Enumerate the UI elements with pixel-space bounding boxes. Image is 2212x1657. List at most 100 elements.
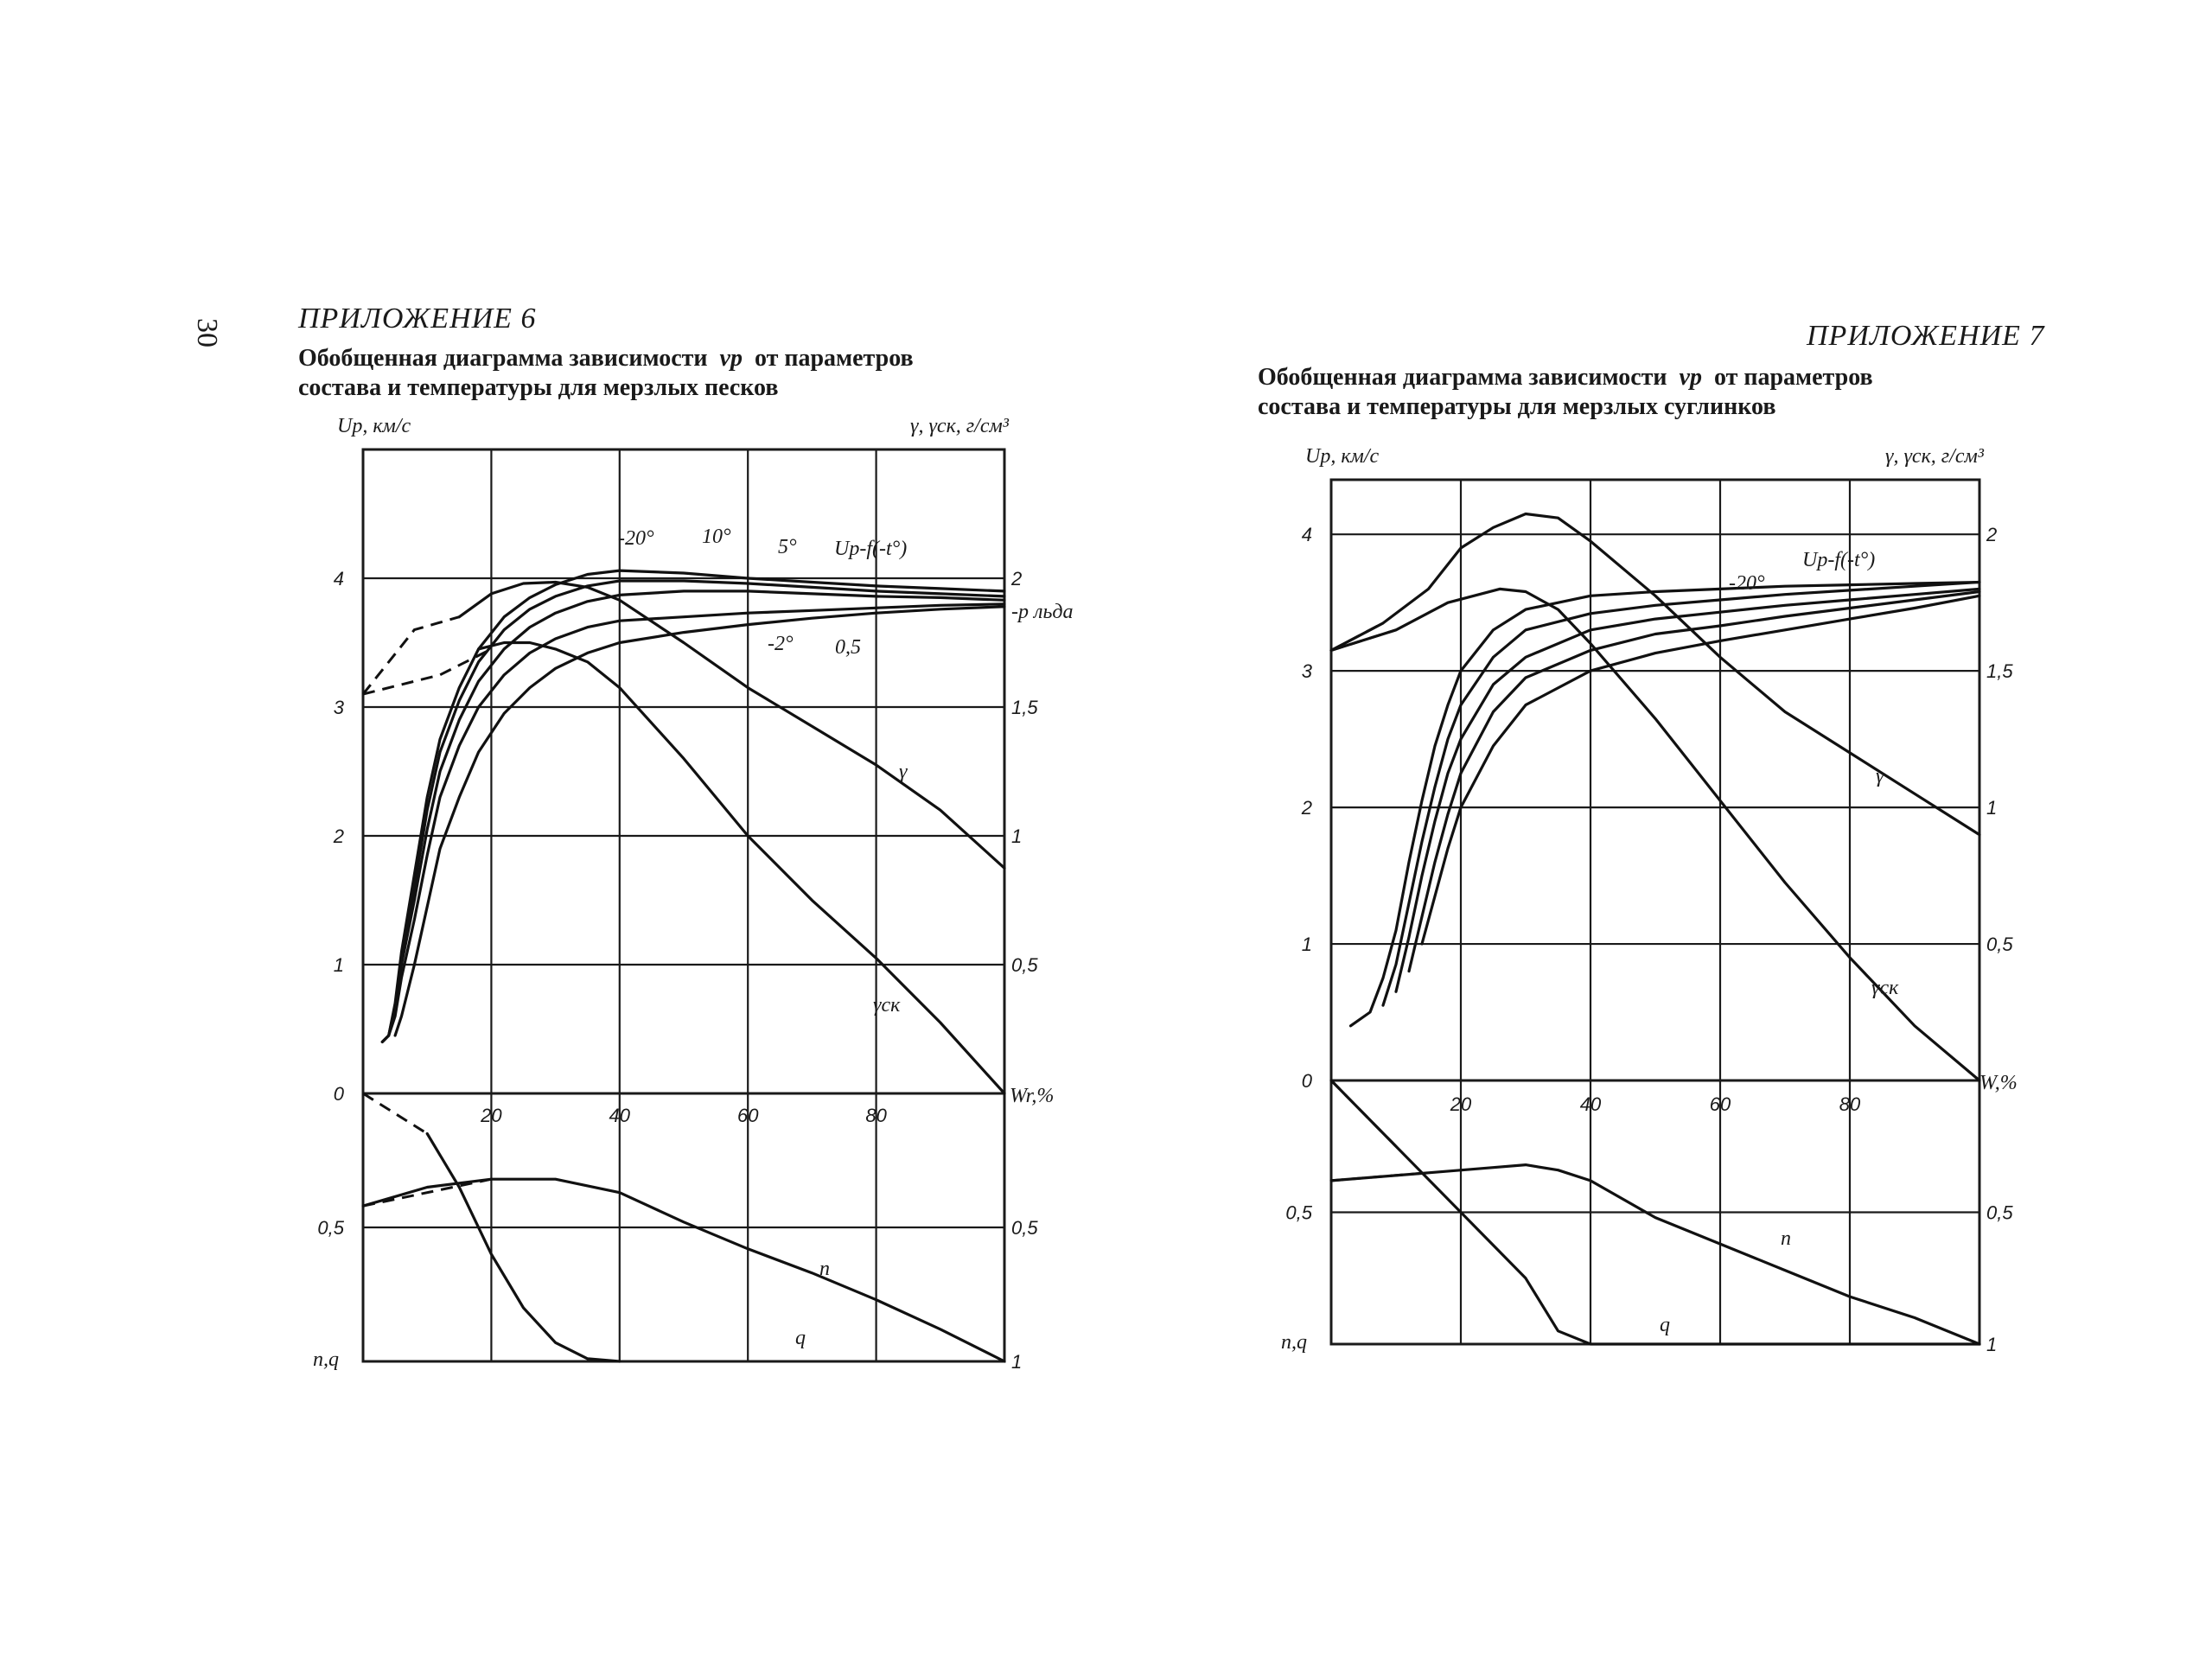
curve-annotation: q [795, 1327, 806, 1349]
appendix-7-title: Обобщенная диаграмма зависимости vp от пар… [1258, 363, 1873, 422]
dashed-connector [1330, 628, 1397, 652]
series-line-q [1329, 1079, 1981, 1346]
curve-annotation: 0,5 [835, 636, 861, 659]
x-tick-label: 40 [609, 1105, 631, 1126]
y-left-axis-label: Up, км/с [1305, 445, 1380, 468]
y-left-tick-label: 1 [334, 954, 344, 976]
series-line-5° [380, 590, 1006, 1043]
x-tick-label: 80 [865, 1105, 887, 1126]
curve-annotation: -20° [618, 527, 654, 550]
curve-annotation: q [1660, 1314, 1670, 1336]
lower-left-tick-label: 0,5 [317, 1217, 344, 1239]
title-line2: состава и температуры для мерзлых песков [298, 374, 779, 401]
curve-annotation: -p льда [1011, 601, 1074, 623]
x-tick-label: 60 [737, 1105, 759, 1126]
series-line--1° [1420, 594, 1981, 946]
y-right-tick-label: 2 [1010, 568, 1022, 590]
series-line-n [361, 1177, 1006, 1363]
series-line--20° [1348, 580, 1981, 1028]
y-left-tick-label: 4 [1302, 524, 1312, 545]
chart-panel-1 [361, 448, 1006, 1363]
series-line--2° [387, 602, 1006, 1037]
title-part2: от параметров [1713, 364, 1873, 391]
x-tick-label: 80 [1839, 1093, 1861, 1115]
lower-right-tick-label: 0,5 [1986, 1202, 2013, 1224]
dashed-connector [362, 647, 493, 696]
series-line-0,5 [393, 605, 1006, 1037]
y-left-tick-label: 2 [1301, 797, 1312, 819]
lower-axis-label: n,q [1281, 1331, 1307, 1354]
series-line-10° [380, 579, 1006, 1043]
lower-right-tick-label: 1 [1986, 1334, 1997, 1355]
plot-frame [1329, 478, 1981, 1346]
series-line--5° [1394, 587, 1981, 993]
series-line-γск [477, 640, 1006, 1095]
curve-annotation: Up-f(-t°) [834, 538, 907, 560]
dashed-connector [1330, 1171, 1429, 1182]
curve-annotation: -2° [768, 633, 794, 655]
y-left-tick-label: 2 [333, 825, 344, 847]
series-line--20° [380, 569, 1006, 1043]
dashed-connector [1330, 621, 1384, 652]
appendix-7-heading: ПРИЛОЖЕНИЕ 7 [1807, 320, 2045, 352]
chart-panel-2 [1329, 478, 1981, 1346]
title-line2: состава и температуры для мерзлых суглин… [1258, 393, 1776, 420]
y-left-tick-label: 0 [1302, 1070, 1313, 1092]
title-part1: Обобщенная диаграмма зависимости [298, 345, 708, 372]
title-part1: Обобщенная диаграмма зависимости [1258, 364, 1667, 391]
curve-annotation: γ [1876, 765, 1884, 787]
appendix-6-heading: ПРИЛОЖЕНИЕ 6 [298, 303, 537, 335]
y-right-axis-label: γ, γск, г/см³ [1885, 445, 1985, 468]
series-line--2° [1407, 590, 1981, 973]
lower-axis-label: n,q [313, 1348, 339, 1371]
lower-right-tick-label: 1 [1011, 1351, 1022, 1373]
title-part2: от параметров [754, 345, 914, 372]
curve-annotation: n [819, 1258, 830, 1280]
y-right-tick-label: 1,5 [1986, 660, 2013, 682]
curve-annotation: -20° [1729, 572, 1765, 595]
y-right-tick-label: 1 [1011, 825, 1022, 847]
curve-annotation: 5° [778, 536, 797, 558]
curve-annotation: γск [873, 994, 901, 1017]
series-line-γ [457, 580, 1006, 870]
y-left-tick-label: 1 [1302, 934, 1312, 955]
y-left-tick-label: 4 [334, 568, 344, 590]
y-left-tick-label: 3 [1302, 660, 1313, 682]
lower-right-tick-label: 0,5 [1011, 1217, 1038, 1239]
y-right-tick-label: 1,5 [1011, 697, 1038, 718]
y-right-axis-label: γ, γск, г/см³ [910, 415, 1010, 437]
title-var: vp [1679, 364, 1702, 391]
x-tick-label: 20 [480, 1105, 502, 1126]
x-axis-label: Wr,% [1010, 1085, 1054, 1107]
appendix-6-title: Обобщенная диаграмма зависимости vp от пар… [298, 344, 914, 403]
y-right-tick-label: 0,5 [1011, 954, 1038, 976]
dashed-connector [362, 1092, 428, 1135]
y-right-tick-label: 2 [1986, 524, 1997, 545]
y-left-tick-label: 0 [334, 1083, 345, 1105]
lower-left-tick-label: 0,5 [1285, 1202, 1312, 1224]
plot-frame [361, 448, 1006, 1363]
x-tick-label: 20 [1450, 1093, 1472, 1115]
curve-annotation: 10° [702, 526, 731, 548]
series-line-γск [1329, 587, 1981, 1082]
y-left-tick-label: 3 [334, 697, 345, 718]
curve-annotation: γ [899, 761, 908, 783]
dashed-connector [362, 1177, 492, 1208]
series-line-γ [1329, 512, 1981, 837]
title-var: vp [719, 345, 743, 372]
series-line-q [425, 1131, 622, 1363]
x-axis-label: W,% [1979, 1072, 2018, 1094]
dashed-connector [361, 615, 460, 696]
y-right-tick-label: 0,5 [1986, 934, 2013, 955]
curve-annotation: γск [1871, 977, 1899, 999]
dashed-connector [1329, 1079, 1398, 1148]
x-tick-label: 40 [1580, 1093, 1602, 1115]
curve-annotation: Up-f(-t°) [1802, 549, 1875, 571]
y-right-tick-label: 1 [1986, 797, 1997, 819]
curve-annotation: n [1781, 1227, 1791, 1250]
series-line-n [1329, 1163, 1981, 1346]
y-left-axis-label: Up, км/с [337, 415, 411, 437]
x-tick-label: 60 [1710, 1093, 1731, 1115]
series-line--10° [1381, 580, 1981, 1007]
